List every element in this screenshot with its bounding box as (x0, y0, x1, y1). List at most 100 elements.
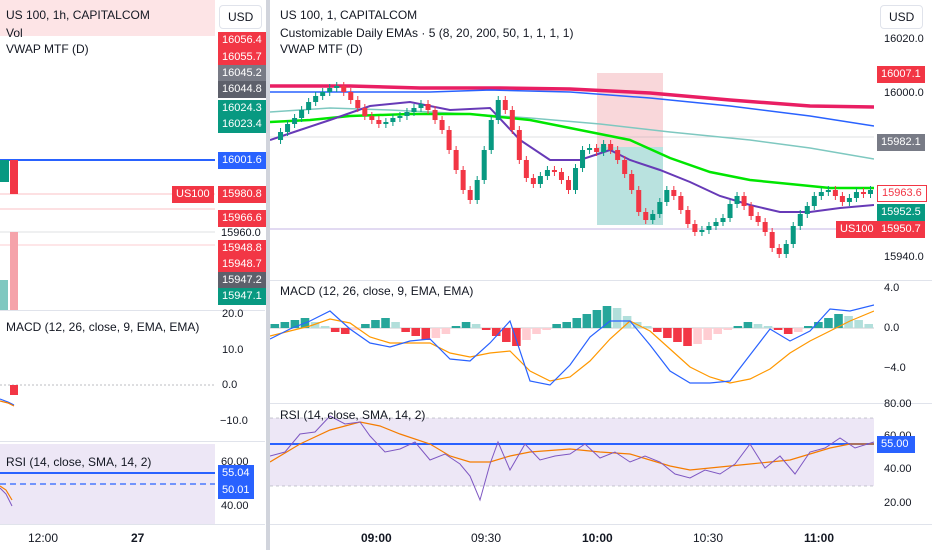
macd-histogram-bar (592, 310, 602, 328)
candle-body (292, 118, 298, 124)
rsi-tick: 80.00 (884, 398, 912, 410)
candle-body (573, 168, 579, 190)
candle-body (699, 230, 705, 232)
macd-histogram-bar (320, 326, 330, 328)
candle-body (615, 150, 621, 160)
macd-histogram-bar (713, 328, 722, 334)
candle-body (657, 202, 663, 214)
candle-body (404, 112, 410, 116)
macd-histogram-bar (471, 324, 481, 328)
candle-body (860, 192, 866, 194)
macd-histogram-bar (502, 328, 511, 342)
candle-body (565, 180, 571, 190)
candle-body (748, 206, 754, 216)
price-tag: 15966.6 (218, 210, 266, 227)
candle-body (685, 210, 691, 224)
rsi-tag: 55.00 (877, 436, 915, 453)
right-vwap-label: VWAP MTF (D) (280, 42, 363, 56)
macd-histogram-bar (864, 324, 873, 328)
right-rsi-title: RSI (14, close, SMA, 14, 2) (280, 408, 426, 422)
symbol-tag: US100 (172, 186, 214, 203)
candle-body (741, 196, 747, 206)
candle-body (671, 190, 677, 196)
macd-histogram-bar (824, 318, 833, 328)
candle-body (355, 100, 361, 108)
candle-body (720, 218, 726, 222)
price-tag: 15982.1 (877, 134, 925, 151)
macd-histogram-bar (270, 324, 280, 328)
macd-tick: 20.0 (222, 308, 244, 320)
candle-body (727, 204, 733, 218)
price-tag: 16045.2 (218, 65, 266, 82)
macd-histogram-bar (693, 328, 702, 344)
price-tag: 15948.7 (218, 256, 266, 273)
macd-histogram-bar (602, 306, 612, 328)
candle-body (776, 248, 782, 254)
right-rsi-chart[interactable] (270, 404, 874, 524)
left-macd-chart[interactable] (0, 311, 215, 441)
macd-histogram-bar (783, 328, 793, 334)
macd-tick: 4.0 (884, 282, 900, 294)
left-chart[interactable]: US 100, 1h, CAPITALCOM Vol VWAP MTF (D) … (0, 0, 266, 550)
candle-body (425, 104, 431, 110)
candle-body (467, 190, 473, 200)
candle-body (537, 176, 543, 184)
macd-histogram-bar (512, 328, 521, 346)
candle-body (390, 118, 396, 122)
right-macd-chart[interactable] (270, 281, 874, 403)
candle-body (341, 86, 347, 92)
candle-body (348, 92, 354, 100)
right-price-chart[interactable] (270, 0, 874, 280)
macd-histogram-bar (562, 322, 571, 328)
candle-body (474, 180, 480, 200)
macd-histogram-bar (371, 320, 380, 328)
macd-histogram-bar (381, 318, 390, 328)
macd-histogram-bar (753, 324, 763, 328)
candle-body (299, 110, 305, 118)
candle-body (523, 160, 529, 178)
left-price-chart[interactable] (0, 0, 215, 310)
macd-histogram-bar (290, 320, 300, 328)
time-label: 09:30 (471, 531, 502, 545)
macd-histogram-bar (854, 320, 863, 328)
macd-histogram-bar (773, 328, 783, 330)
macd-histogram-bar (683, 328, 692, 346)
macd-histogram-bar (663, 328, 672, 338)
macd-histogram-bar (411, 328, 420, 336)
rsi-tag: 55.04 (218, 465, 254, 482)
candle-body (797, 214, 803, 226)
left-rsi-chart[interactable] (0, 442, 215, 524)
candle-body (327, 88, 333, 92)
price-tag: 15980.8 (218, 186, 266, 203)
right-currency-button[interactable]: USD (880, 5, 924, 29)
candle-body (502, 100, 508, 110)
macd-histogram-bar (361, 324, 370, 328)
candle-body (558, 172, 564, 180)
candle-body (362, 108, 368, 116)
candle-body (285, 124, 291, 132)
candle-body (397, 116, 403, 118)
left-rsi-title: RSI (14, close, SMA, 14, 2) (6, 455, 152, 469)
candle-body (488, 120, 494, 150)
time-label: 11:00 (804, 531, 835, 545)
candle-body (678, 196, 684, 210)
macd-histogram-bar (703, 328, 712, 340)
candle-body (664, 190, 670, 202)
macd-histogram-bar (804, 326, 813, 328)
candle-body (713, 222, 719, 226)
macd-tick: 10.0 (222, 344, 244, 356)
axis-label: 15960.0 (221, 227, 261, 239)
right-chart[interactable]: US 100, 1, CAPITALCOM Customizable Daily… (270, 0, 932, 550)
right-chart-title: US 100, 1, CAPITALCOM (280, 8, 418, 22)
price-tick: 15940.0 (884, 251, 924, 263)
time-label: 10:30 (693, 531, 724, 545)
macd-tick: 0.0 (884, 322, 900, 334)
candle-body (594, 148, 600, 152)
symbol-tag: US100 (836, 221, 878, 238)
macd-histogram-bar (814, 322, 823, 328)
chart-divider[interactable] (266, 0, 270, 550)
left-currency-button[interactable]: USD (219, 5, 263, 29)
candle-body (706, 226, 712, 230)
macd-histogram-bar (441, 328, 451, 334)
price-tag: 16001.6 (218, 152, 266, 169)
